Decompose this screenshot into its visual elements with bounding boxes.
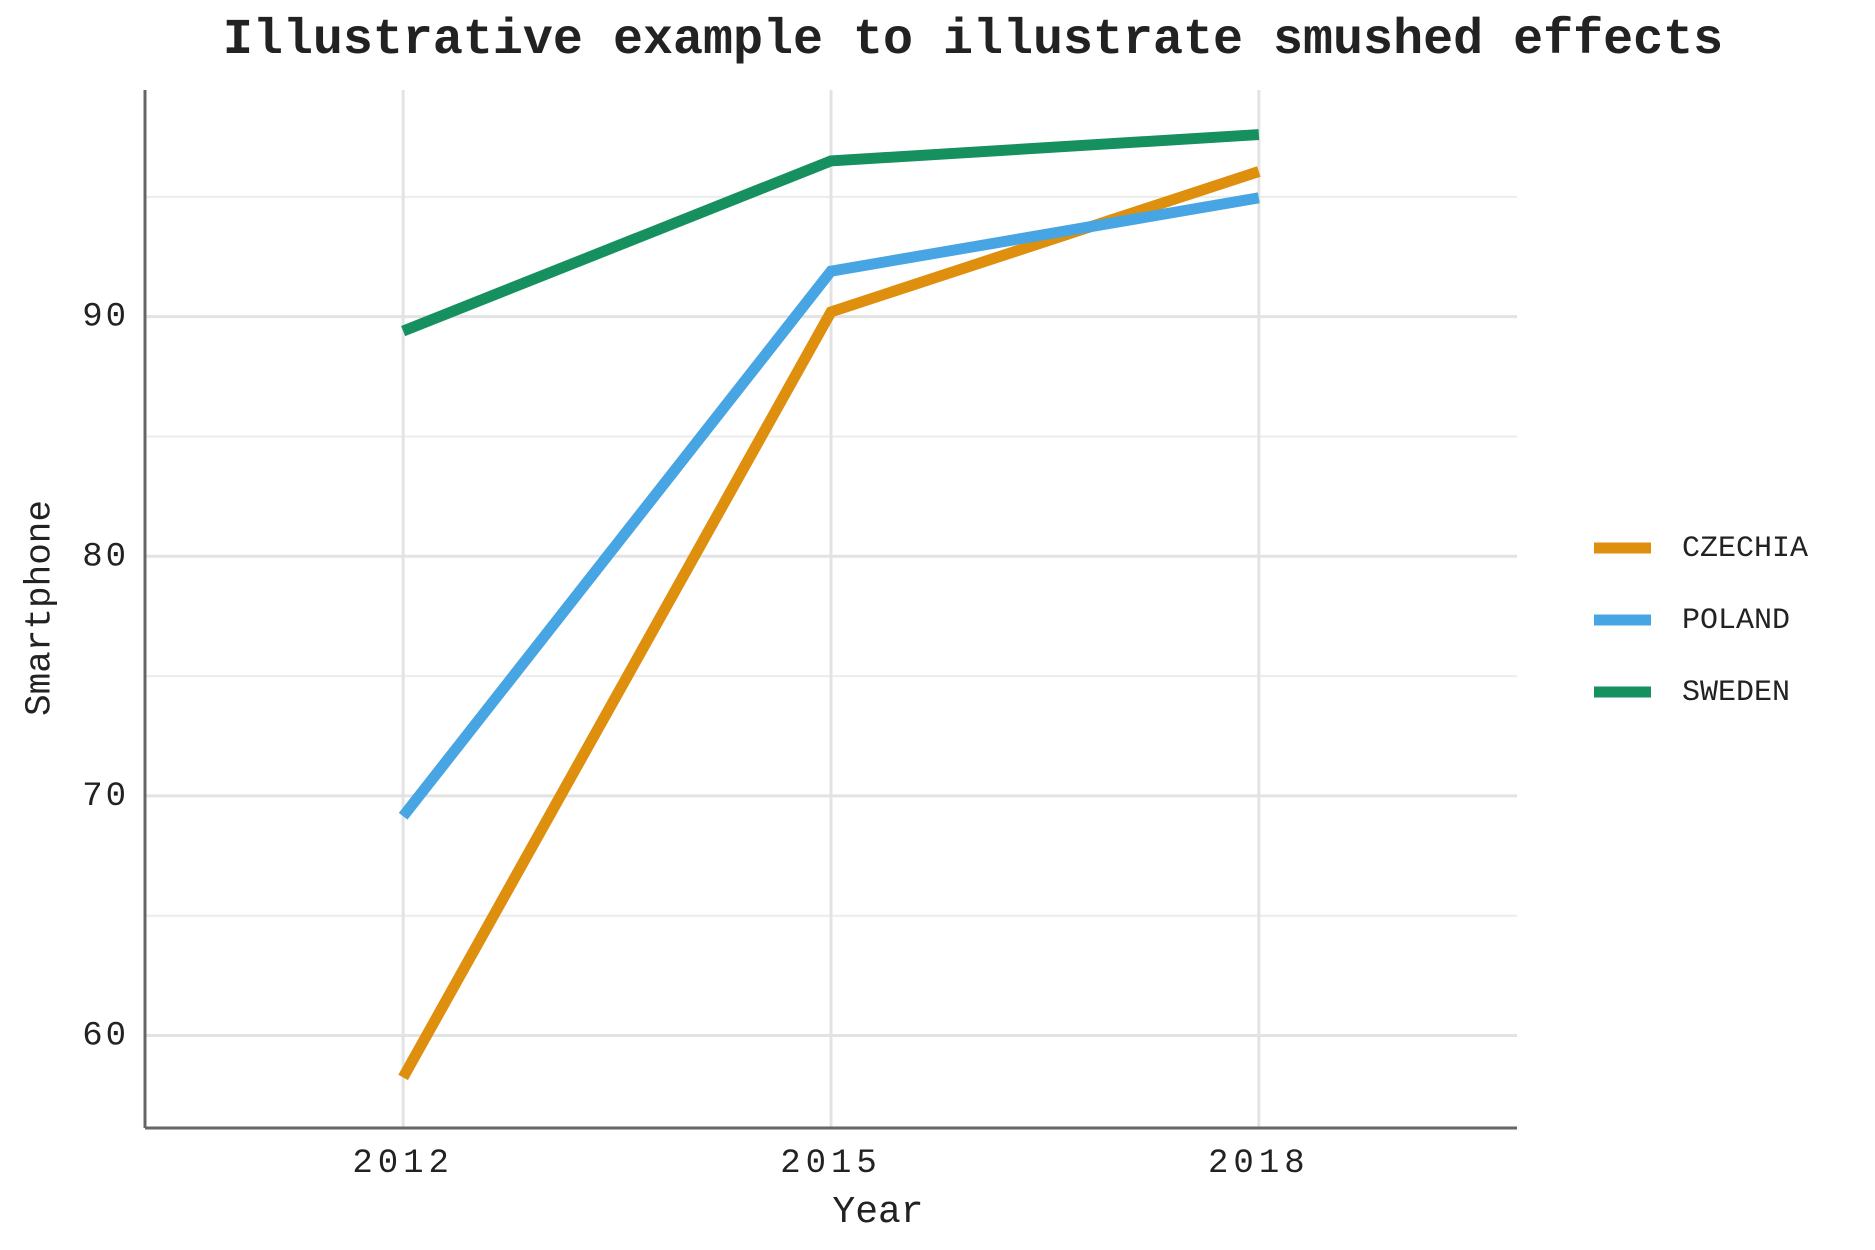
legend-label: POLAND (1682, 604, 1790, 638)
x-tick-label: 2015 (780, 1145, 882, 1183)
y-tick-label: 90 (82, 299, 129, 337)
line-series (398, 192, 1260, 820)
legend-label: CZECHIA (1682, 532, 1808, 566)
chart-title: Illustrative example to illustrate smush… (223, 12, 1723, 69)
x-axis-title: Year (832, 1191, 923, 1234)
legend-label: SWEDEN (1682, 676, 1790, 710)
y-axis-title: Smartphone (20, 500, 61, 716)
x-tick-label: 2012 (352, 1145, 454, 1183)
y-tick-label: 70 (82, 778, 129, 816)
y-tick-label: 60 (82, 1017, 129, 1055)
y-tick-label: 80 (82, 538, 129, 576)
line-series (401, 129, 1260, 337)
x-tick-label: 2018 (1208, 1145, 1310, 1183)
